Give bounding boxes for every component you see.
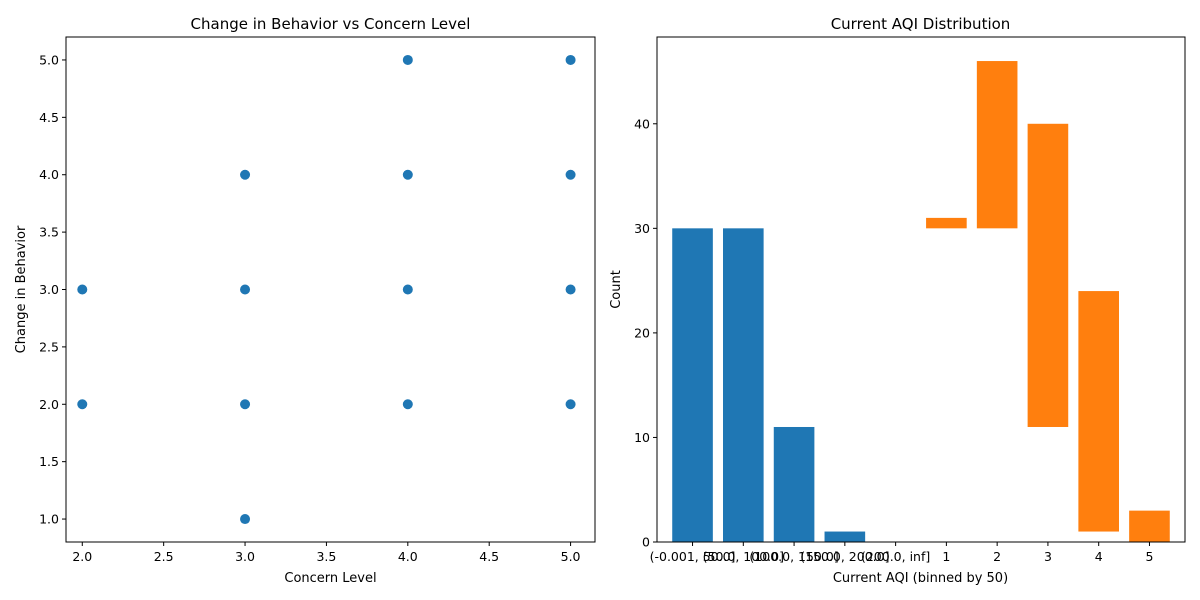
bar-y-tick-label: 0 — [642, 535, 650, 550]
scatter-y-tick-label: 5.0 — [39, 52, 59, 67]
scatter-title: Change in Behavior vs Concern Level — [191, 15, 471, 33]
scatter-x-tick-label: 3.5 — [316, 549, 336, 564]
scatter-y-tick-label: 2.5 — [39, 339, 59, 354]
bar — [672, 228, 713, 543]
bar-x-axis-label: Current AQI (binned by 50) — [833, 571, 1008, 586]
scatter-y-tick-label: 1.5 — [39, 454, 59, 469]
scatter-points — [77, 54, 576, 525]
bar-y-tick-label: 20 — [634, 325, 650, 340]
scatter-x-tick-label: 2.0 — [72, 549, 92, 564]
scatter-point — [402, 284, 413, 295]
bar-y-tick-label: 10 — [634, 430, 650, 445]
scatter-x-tick-label: 3.0 — [235, 549, 255, 564]
scatter-point — [565, 284, 576, 295]
bar — [824, 531, 866, 542]
bar-x-tick-label: (-0.001, 50.0] — [650, 549, 736, 564]
bar-x-tick-label: (50.0, 100.0] — [703, 549, 784, 564]
scatter-point — [240, 169, 251, 180]
scatter-point — [77, 399, 88, 410]
bar — [1027, 123, 1069, 427]
scatter-x-axis-label: Concern Level — [284, 571, 376, 586]
bar-x-tick-label: 1 — [942, 549, 950, 564]
scatter-x-tick-label: 2.5 — [154, 549, 174, 564]
scatter-y-tick-label: 3.0 — [39, 282, 59, 297]
scatter-point — [240, 284, 251, 295]
scatter-x-tick-label: 4.5 — [479, 549, 499, 564]
bar-x-tick-label: (100.0, 150.0] — [749, 549, 838, 564]
bar-x-tick-label: 3 — [1044, 549, 1052, 564]
bar-plot-frame — [656, 36, 1186, 543]
scatter-y-tick-label: 4.0 — [39, 167, 59, 182]
bar-x-tick-label: 5 — [1145, 549, 1153, 564]
scatter-plot-frame — [65, 36, 596, 543]
scatter-y-axis-label: Change in Behavior — [14, 225, 29, 353]
scatter-x-tick-label: 5.0 — [561, 549, 581, 564]
scatter-ticks: 2.0 2.5 3.0 3.5 4.0 4.5 5.0 1.0 1.5 2.0 2.5 3.0 3.5 4… — [39, 52, 580, 564]
bar-x-tick-label: (150.0, 200.0] — [800, 549, 889, 564]
bar-x-tick-label: (200.0, inf] — [861, 549, 930, 564]
scatter-point — [565, 54, 576, 65]
scatter-point — [240, 399, 251, 410]
scatter-point — [402, 399, 413, 410]
scatter-point — [240, 514, 251, 525]
scatter-y-tick-label: 2.0 — [39, 397, 59, 412]
bar-y-tick-label: 30 — [634, 221, 650, 236]
bar — [1078, 291, 1119, 532]
bar — [976, 61, 1018, 229]
scatter-y-tick-label: 4.5 — [39, 110, 59, 125]
scatter-y-tick-label: 3.5 — [39, 225, 59, 240]
scatter-point — [402, 54, 413, 65]
bar-ticks: 0 10 20 30 40 (-0.001, 50.0](50.0, 100.0](100… — [634, 116, 1153, 564]
bar-y-tick-label: 40 — [634, 116, 650, 131]
bar-title: Current AQI Distribution — [831, 15, 1011, 33]
scatter-point — [77, 284, 88, 295]
bar — [723, 228, 764, 543]
bar — [773, 426, 815, 542]
bar — [926, 217, 967, 229]
bar-chart: Current AQI Distribution 0 10 20 30 40 (-0.00… — [609, 15, 1186, 586]
scatter-point — [565, 399, 576, 410]
bar-y-axis-label: Count — [609, 270, 624, 309]
bar — [1129, 510, 1170, 542]
bar-x-tick-label: 4 — [1095, 549, 1103, 564]
bar-bars — [672, 61, 1170, 543]
scatter-chart: Change in Behavior vs Concern Level 2.0 2… — [14, 15, 596, 586]
bar-x-tick-label: 2 — [993, 549, 1001, 564]
scatter-point — [402, 169, 413, 180]
scatter-x-tick-label: 4.0 — [398, 549, 418, 564]
scatter-point — [565, 169, 576, 180]
scatter-y-tick-label: 1.0 — [39, 512, 59, 527]
